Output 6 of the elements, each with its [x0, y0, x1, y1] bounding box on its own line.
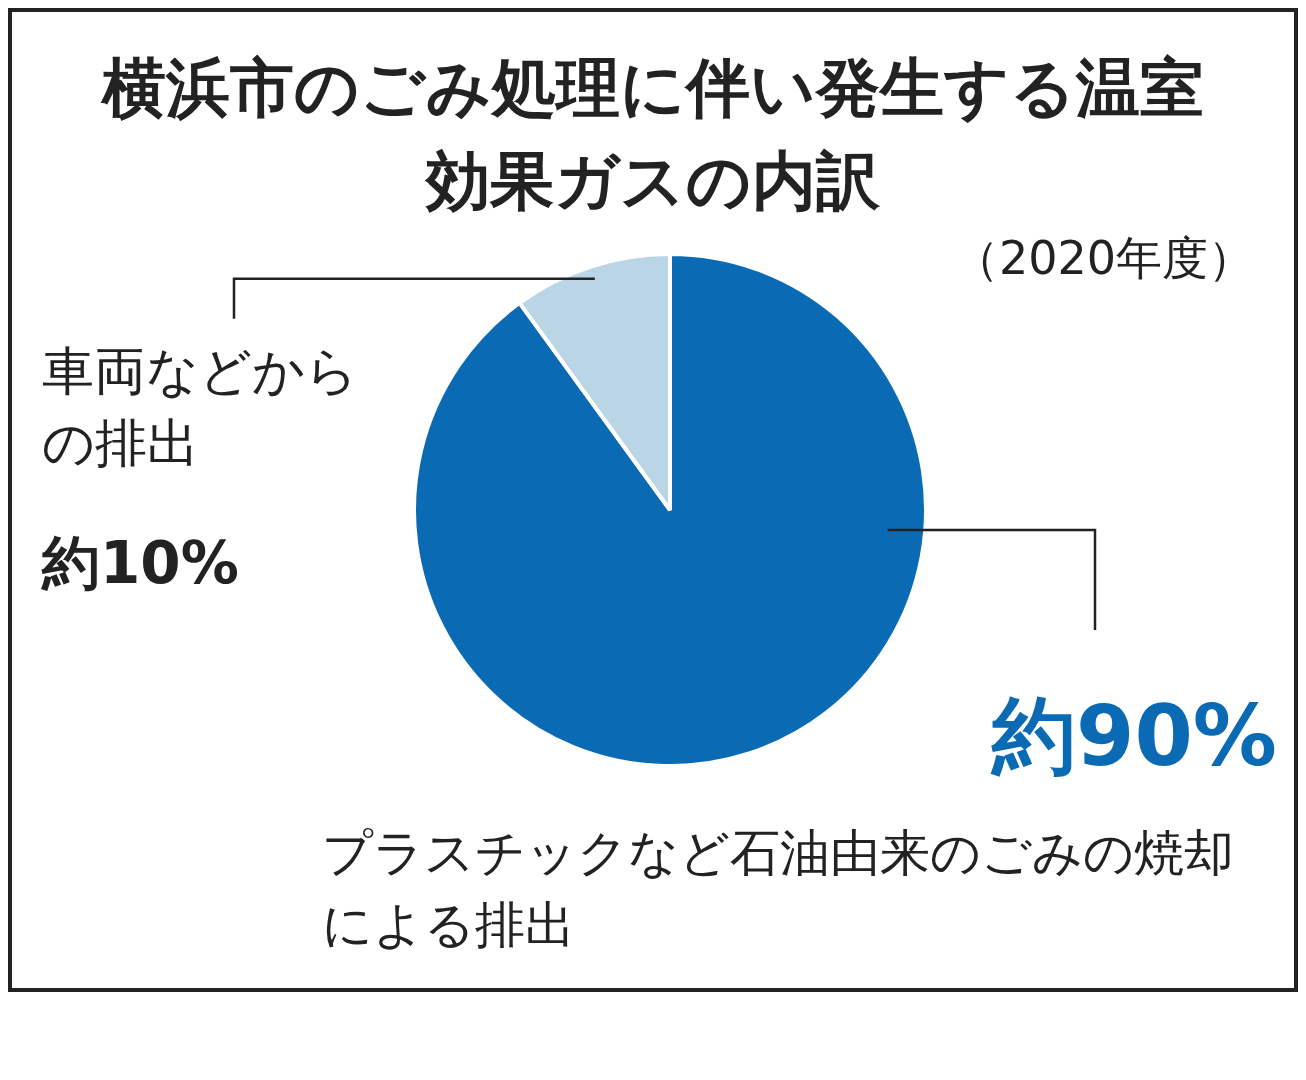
data-label: 約10% — [41, 528, 239, 597]
data-label: 約90% — [989, 686, 1277, 785]
chart-title: 横浜市のごみ処理に伴い発生する温室効果ガスの内訳 — [99, 50, 1205, 220]
slice-label: 車両などからの排出 — [42, 340, 358, 473]
slice-label: プラスチックなど石油由来のごみの焼却による排出 — [322, 823, 1234, 954]
chart-subtitle: （2020年度） — [951, 229, 1255, 287]
